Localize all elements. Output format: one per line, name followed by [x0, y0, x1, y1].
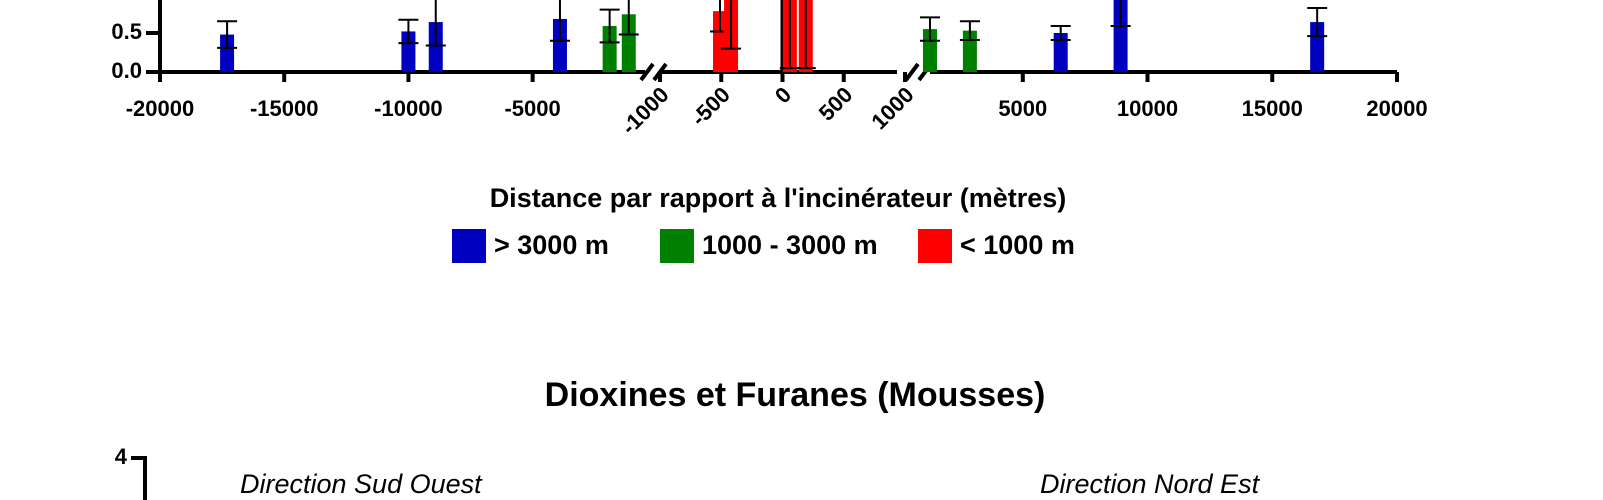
legend-swatch [452, 229, 486, 263]
legend-label: < 1000 m [960, 230, 1075, 260]
error-bar [618, 0, 639, 36]
bar [1053, 33, 1068, 72]
bar [1113, 0, 1128, 72]
x-tick-label: 15000 [1242, 96, 1303, 121]
x-tick-label: -10000 [374, 96, 443, 121]
error-bar [959, 20, 980, 42]
error-bar [398, 18, 419, 45]
error-bar [1110, 0, 1131, 27]
bar [713, 11, 728, 72]
x-tick-label: -500 [686, 82, 735, 131]
error-bar [1307, 7, 1328, 38]
bar [401, 31, 416, 72]
error-bar [919, 16, 940, 42]
x-tick-label: 500 [814, 82, 858, 126]
x-tick-label: 20000 [1366, 96, 1427, 121]
x-tick-label: -20000 [126, 96, 195, 121]
error-bar [599, 8, 620, 44]
bar [602, 25, 617, 72]
bar [220, 34, 235, 72]
x-tick-label: 1000 [866, 82, 918, 134]
x-axis-label: Distance par rapport à l'incinérateur (m… [490, 183, 1067, 213]
error-bar [217, 20, 238, 49]
y-tick-label: 0.0 [111, 58, 142, 83]
bar [1310, 22, 1325, 72]
annotation: Direction Nord Est [1040, 469, 1261, 499]
x-tick-label: 10000 [1117, 96, 1178, 121]
legend-label: > 3000 m [494, 230, 609, 260]
chart-title: Dioxines et Furanes (Mousses) [545, 376, 1046, 414]
bar [621, 14, 636, 73]
error-bar [549, 0, 570, 42]
x-tick-label: -15000 [250, 96, 319, 121]
y-tick-label: 4 [115, 444, 128, 469]
error-bar [425, 0, 446, 47]
x-tick-label: -1000 [616, 82, 673, 139]
y-tick-label: 0.5 [111, 19, 142, 44]
legend-swatch [918, 229, 952, 263]
error-bar [1050, 24, 1071, 42]
error-bar [795, 0, 816, 70]
bar [428, 22, 443, 72]
x-tick-label: -5000 [504, 96, 560, 121]
bar [552, 18, 567, 72]
x-tick-label: 0 [770, 82, 796, 108]
legend-swatch [660, 229, 694, 263]
y-tick-label: 1.0 [111, 0, 142, 5]
x-tick-label: 5000 [998, 96, 1047, 121]
error-bar [721, 0, 742, 50]
legend-label: 1000 - 3000 m [702, 230, 878, 260]
annotation: Direction Sud Ouest [240, 469, 483, 499]
